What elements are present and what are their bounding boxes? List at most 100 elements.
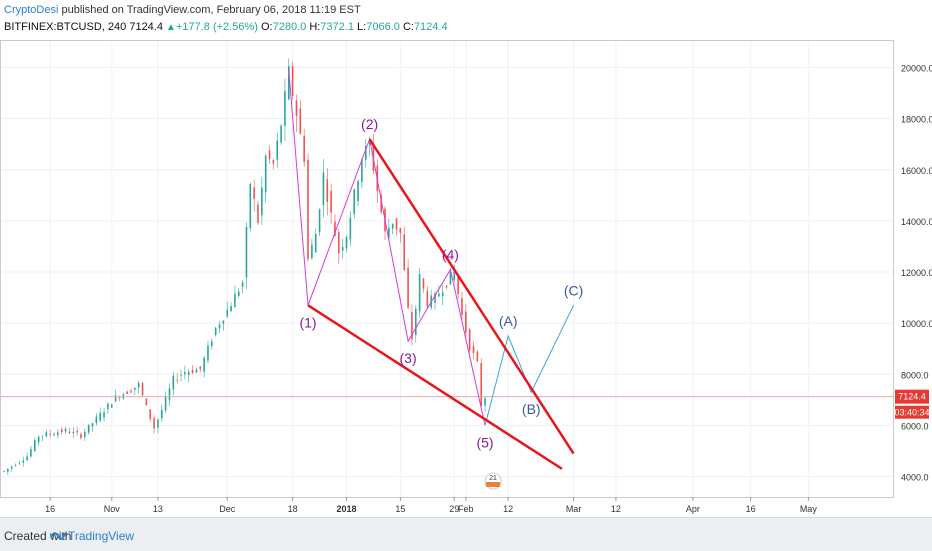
- last-price-tag: [895, 389, 929, 404]
- event-marker-label: 21: [489, 475, 497, 482]
- candle-body: [26, 456, 28, 461]
- candle-body: [280, 125, 282, 143]
- candle-body: [341, 246, 344, 251]
- candle-body: [72, 431, 75, 433]
- candle-body: [176, 379, 178, 381]
- price-chart[interactable]: 4000.0 6000.0 8000.0 10000.0 12000.0 14000.0 1…: [0, 40, 932, 517]
- candle-body: [168, 388, 171, 400]
- candle-body: [107, 403, 109, 410]
- candle-body: [45, 432, 48, 437]
- candle-body: [434, 293, 436, 303]
- candle-body: [95, 416, 98, 424]
- candle-body: [237, 291, 240, 296]
- candle-body: [380, 195, 382, 213]
- candle-body: [60, 429, 63, 433]
- candle-body: [334, 221, 336, 237]
- series--a-c-: [484, 305, 575, 426]
- close-value: 7124.4: [413, 21, 448, 33]
- candle-body: [22, 460, 25, 463]
- candle-body: [422, 278, 425, 289]
- candle-body: [141, 383, 144, 396]
- candle-body: [218, 324, 221, 329]
- x-tick-label: 15: [395, 504, 405, 514]
- candle-body: [457, 274, 459, 295]
- candle-body: [187, 372, 190, 376]
- candle-body: [291, 66, 294, 96]
- candle-body: [126, 391, 128, 394]
- x-tick-label: May: [800, 504, 818, 514]
- x-tick-label: Apr: [686, 504, 700, 514]
- candle-body: [130, 390, 132, 393]
- author-link[interactable]: CryptoDesi: [4, 4, 59, 16]
- candle-body: [438, 293, 440, 297]
- candle-body: [234, 294, 236, 308]
- tradingview-brand-link[interactable]: TradingView: [68, 529, 135, 543]
- candle-body: [191, 369, 194, 373]
- candle-body: [103, 412, 105, 418]
- candle-body: [418, 274, 421, 312]
- candle-body: [338, 232, 340, 254]
- candle-body: [257, 204, 259, 223]
- candle-body: [160, 410, 163, 419]
- candle-body: [357, 181, 359, 202]
- candle-body: [99, 412, 102, 421]
- candle-body: [114, 395, 117, 402]
- tradingview-logo-icon: [50, 532, 66, 540]
- x-tick-label: 29: [449, 504, 459, 514]
- candle-body: [445, 285, 448, 288]
- wave-label: (1): [299, 314, 316, 330]
- candle-body: [3, 471, 5, 473]
- candle-body: [345, 236, 348, 249]
- candle-body: [311, 244, 313, 259]
- candle-body: [249, 183, 252, 229]
- candle-body: [364, 145, 367, 160]
- symbol-line: BITFINEX:BTCUSD, 240 7124.4 ▲+177.8 (+2.…: [4, 21, 448, 33]
- open-value: 7280.0: [272, 21, 307, 33]
- candle-body: [414, 308, 417, 336]
- candle-body: [134, 387, 136, 390]
- series-lower-trendline: [307, 304, 563, 470]
- up-arrow-icon: ▲: [166, 22, 176, 33]
- candle-body: [284, 91, 286, 126]
- last-price-tag-label: 7124.4: [898, 392, 926, 402]
- candle-body: [80, 434, 82, 439]
- change-value: +177.8 (+2.56%): [175, 21, 258, 33]
- x-tick-label: Mar: [566, 504, 582, 514]
- x-tick-label: 16: [746, 504, 756, 514]
- candle-body: [264, 155, 267, 193]
- y-tick-label: 10000.0: [901, 319, 932, 329]
- y-tick-label: 14000.0: [901, 217, 932, 227]
- candle-body: [399, 228, 402, 234]
- candle-body: [353, 189, 356, 215]
- wave-label: (5): [476, 434, 493, 450]
- candle-body: [157, 419, 159, 428]
- candle-body: [261, 187, 263, 216]
- candle-body: [276, 140, 279, 160]
- plot-area: [0, 40, 894, 498]
- candle-body: [195, 369, 198, 373]
- candle-body: [153, 418, 155, 429]
- candle-body: [299, 108, 302, 134]
- candle-body: [480, 363, 483, 407]
- candle-body: [172, 375, 175, 390]
- candle-body: [272, 160, 275, 164]
- candle-body: [465, 311, 467, 333]
- candle-body: [287, 66, 290, 100]
- low-label: L:: [357, 21, 367, 33]
- x-tick-label: Nov: [104, 504, 121, 514]
- candle-body: [468, 329, 471, 351]
- candle-body: [84, 431, 86, 438]
- candle-body: [307, 159, 309, 260]
- footer-bar: Created with TradingView: [0, 517, 932, 551]
- candle-body: [222, 320, 225, 324]
- open-label: O:: [260, 21, 273, 33]
- candle-body: [230, 306, 232, 312]
- candle-body: [268, 150, 271, 160]
- series-upper-trendline: [368, 138, 575, 455]
- symbol-label: BITFINEX:BTCUSD, 240: [4, 21, 127, 33]
- candle-body: [484, 398, 486, 406]
- wave-label: (C): [564, 282, 583, 298]
- x-tick-label: 12: [611, 504, 621, 514]
- high-value: 7372.1: [320, 21, 354, 33]
- candle-body: [318, 209, 321, 233]
